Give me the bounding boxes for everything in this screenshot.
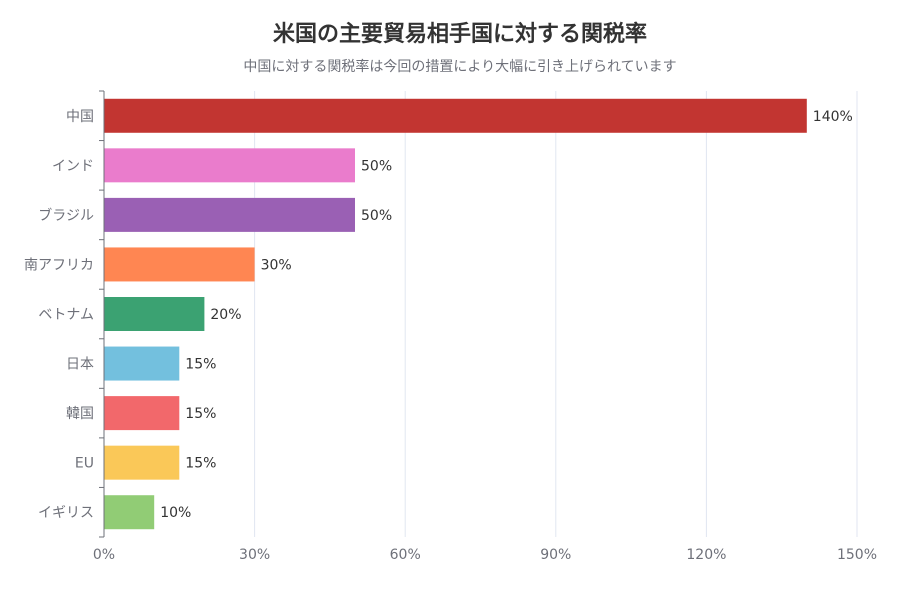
category-label: 韓国 — [66, 406, 94, 422]
bar — [104, 396, 180, 431]
bar — [104, 98, 807, 133]
data-label: 15% — [185, 456, 216, 472]
bar — [104, 445, 180, 480]
bar — [104, 197, 355, 232]
data-label: 30% — [261, 257, 292, 273]
data-label: 15% — [185, 406, 216, 422]
x-tick-label: 150% — [837, 547, 877, 563]
category-label: EU — [75, 456, 94, 472]
data-label: 140% — [813, 109, 853, 125]
bar — [104, 247, 255, 282]
x-tick-label: 120% — [686, 547, 726, 563]
data-label: 50% — [361, 208, 392, 224]
data-label: 20% — [210, 307, 241, 323]
category-label: 中国 — [66, 109, 94, 125]
x-tick-label: 0% — [93, 547, 115, 563]
category-label: 日本 — [66, 357, 94, 373]
chart-title: 米国の主要貿易相手国に対する関税率 — [272, 22, 647, 47]
category-label: イギリス — [38, 505, 94, 521]
x-tick-label: 60% — [390, 547, 421, 563]
bar — [104, 346, 180, 381]
data-label: 15% — [185, 357, 216, 373]
x-tick-label: 30% — [239, 547, 270, 563]
data-label: 50% — [361, 158, 392, 174]
data-label: 10% — [160, 505, 191, 521]
category-label: インド — [52, 158, 94, 174]
chart-subtitle: 中国に対する関税率は今回の措置により大幅に引き上げられています — [243, 59, 677, 75]
category-label: 南アフリカ — [24, 257, 94, 273]
category-label: ベトナム — [38, 307, 94, 323]
category-label: ブラジル — [38, 207, 94, 224]
bar — [104, 297, 205, 331]
bar — [104, 495, 155, 530]
bar — [104, 148, 355, 183]
x-tick-label: 90% — [540, 547, 571, 563]
